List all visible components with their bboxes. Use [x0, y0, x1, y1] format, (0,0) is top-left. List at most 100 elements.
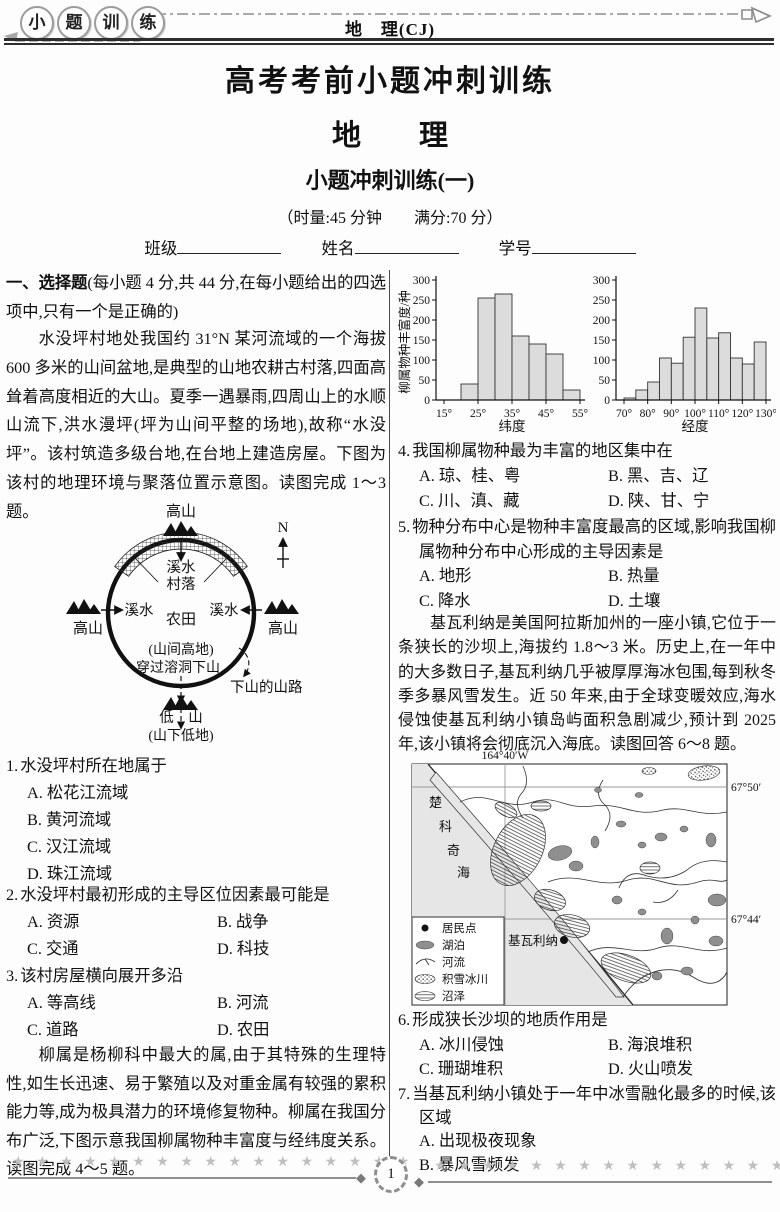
pointer-line: [133, 556, 159, 583]
section-heading: 一、选择题(每小题 4 分,共 44 分,在每小题给出的四选项中,只有一个是正确…: [6, 268, 386, 326]
legend-settlement-label: 居民点: [442, 922, 477, 935]
question-4-text: 4. 我国柳属物种最为丰富的地区集中在: [398, 441, 673, 460]
right-column: 柳属物种丰富度/种 0 50 100 150 200 250 300 15° 25° 35° 45°…: [398, 268, 776, 1174]
svg-text:海: 海: [457, 865, 470, 880]
legend-river-label: 河流: [442, 955, 465, 969]
question-7-text: 7. 当基瓦利纳小镇处于一年中冰雪融化最多的时候,该区域: [398, 1084, 776, 1127]
question-1-option-b: B. 黄河流域: [27, 810, 112, 829]
label-mountain-right: 高山: [268, 620, 298, 637]
question-1-option-a: A. 松花江流域: [27, 783, 129, 802]
svg-text:奇: 奇: [447, 843, 460, 858]
question-7: 7. 当基瓦利纳小镇处于一年中冰雪融化最多的时候,该区域 A. 出现极夜现象 B.…: [398, 1082, 776, 1176]
question-6-text: 6. 形成狭长沙坝的地质作用是: [398, 1010, 608, 1029]
mountain-icon: [66, 599, 101, 614]
question-4-option-d: D. 陕、甘、宁: [608, 491, 710, 510]
legend-snow-label: 积雪冰川: [442, 973, 488, 986]
kivalina-map: 164°40′W 67°50′ 67°44′: [411, 750, 761, 1006]
mountain-icon: [163, 521, 198, 536]
question-5-text: 5. 物种分布中心是物种丰富度最高的区域,影响我国柳属物种分布中心形成的主导因素是: [398, 517, 776, 561]
mountain-icon: [264, 599, 299, 614]
label-stream-right: 溪水: [210, 602, 239, 619]
svg-text:0: 0: [424, 395, 430, 407]
legend-settlement-icon: [421, 924, 429, 932]
legend-box: [411, 916, 505, 1006]
question-5-option-c: C. 降水: [419, 590, 471, 610]
label-stream-top: 溪水: [167, 559, 196, 576]
label-lowland: (山下低地): [148, 728, 214, 744]
header-rule: [4, 38, 774, 41]
label-mountain-left: 高山: [73, 620, 103, 637]
river: [517, 765, 527, 819]
lakes: [547, 787, 727, 981]
question-4-option-a: A. 琼、桂、粤: [419, 466, 521, 485]
svg-text:110°: 110°: [708, 408, 730, 420]
question-5-option-d: D. 土壤: [608, 590, 661, 610]
label-low-mountain: 低 山: [159, 709, 203, 726]
svg-text:25°: 25°: [470, 408, 487, 420]
legend-lake-label: 湖泊: [442, 938, 465, 952]
question-1-option-c: C. 汉江流域: [27, 837, 112, 856]
logo-char: 小: [20, 6, 54, 40]
question-2-option-c: C. 交通: [27, 939, 79, 958]
name-blank: [354, 236, 459, 254]
pencil-icon: [741, 6, 772, 24]
mountain-icon: [163, 695, 198, 710]
label-farmland: 农田: [166, 611, 196, 628]
question-4-option-b: B. 黑、吉、辽: [608, 466, 709, 485]
class-label: 班级: [144, 239, 178, 258]
id-label: 学号: [498, 239, 532, 258]
label-village: 村落: [167, 576, 196, 593]
exam-meta: （时量:45 分钟 满分:70 分）: [277, 210, 503, 227]
svg-text:80°: 80°: [640, 408, 657, 420]
question-3-option-a: A. 等高线: [27, 993, 96, 1012]
passage-1: 水没坪村地处我国约 31°N 某河流域的一个海拔 600 多米的山间盆地,是典型…: [6, 329, 386, 521]
shoreline-contour: [547, 877, 728, 886]
question-6-option-a: A. 冰川侵蚀: [419, 1034, 505, 1054]
label-stream-left: 溪水: [125, 602, 154, 619]
y-axis-label: 柳属物种丰富度/种: [398, 290, 412, 393]
svg-text:楚: 楚: [429, 795, 442, 810]
legend-swamp-icon: [414, 991, 436, 1001]
question-5: 5. 物种分布中心是物种丰富度最高的区域,影响我国柳属物种分布中心形成的主导因素是…: [398, 515, 776, 613]
village-belt-hatched: [114, 531, 248, 577]
name-label: 姓名: [321, 239, 355, 258]
map-legend: 居民点 湖泊 河流 积雪冰川 沼泽: [411, 916, 505, 1006]
longitude-label: 164°40′W: [482, 750, 529, 762]
svg-text:100: 100: [593, 355, 611, 367]
svg-text:55°: 55°: [572, 408, 589, 420]
question-3-text: 3. 该村房屋横向展开多沿: [6, 966, 184, 985]
id-blank: [531, 236, 636, 254]
svg-text:0: 0: [604, 395, 610, 407]
legend-lake-icon: [415, 940, 435, 950]
sea-name: 楚 科 奇 海: [429, 795, 470, 880]
svg-text:200: 200: [413, 315, 431, 327]
question-3: 3. 该村房屋横向展开多沿 A. 等高线 B. 河流 C. 道路 D. 农田: [6, 962, 386, 1043]
lagoon-channel: [429, 771, 625, 998]
legend-swamp-label: 沼泽: [442, 989, 465, 1003]
question-6-option-d: D. 火山喷发: [608, 1059, 694, 1078]
svg-text:150: 150: [593, 335, 611, 347]
question-2-option-d: D. 科技: [217, 939, 270, 958]
svg-text:45°: 45°: [538, 408, 555, 420]
svg-text:50: 50: [599, 375, 611, 387]
footer-stars-left: ★ ★ ★ ★ ★ ★ ★ ★ ★ ★ ★ ★ ★ ★ ★ ★ ★: [12, 1155, 414, 1170]
question-3-option-d: D. 农田: [217, 1020, 270, 1039]
svg-text:90°: 90°: [663, 408, 680, 420]
section-heading-note: (每小题 4 分,共 44 分,在每小题给出的四选项中,只有一个是正确的): [6, 273, 386, 321]
legend-river-icon: [415, 958, 436, 966]
question-3-option-c: C. 道路: [27, 1020, 79, 1039]
question-7-option-a: A. 出现极夜现象: [419, 1131, 537, 1150]
section-heading-bold: 一、选择题: [6, 273, 88, 292]
village-diagram: 高山 N 溪水 村落 高山 溪水 高山 溪水 农田 (山间高地) 穿过溶洞下山: [66, 503, 303, 744]
question-2-option-b: B. 战争: [217, 912, 269, 931]
x-axis-label-longitude: 经度: [682, 419, 709, 434]
species-richness-charts: 柳属物种丰富度/种 0 50 100 150 200 250 300 15° 25° 35° 45°…: [398, 275, 776, 434]
latitude-chart: 0 50 100 150 200 250 300 15° 25° 35° 45° 55°: [413, 275, 589, 420]
session-title: 小题冲刺训练(一): [305, 168, 475, 193]
svg-text:250: 250: [593, 295, 611, 307]
class-blank: [177, 236, 282, 254]
question-2-text: 2. 水没坪村最初形成的主导区位因素最可能是: [6, 885, 330, 904]
pointer-line: [203, 556, 229, 583]
shoreline-contour: [587, 945, 728, 953]
